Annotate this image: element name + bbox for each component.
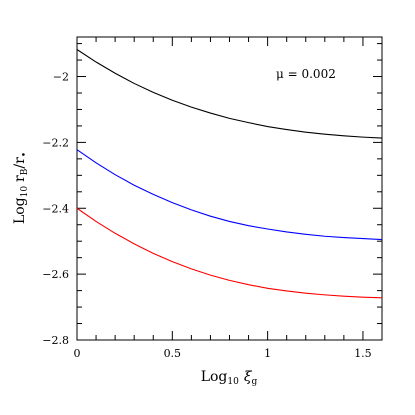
y-tick-label: −2 bbox=[53, 71, 69, 84]
x-tick-label: 1.5 bbox=[354, 347, 372, 360]
y-tick-label: −2.8 bbox=[42, 334, 69, 347]
y-tick-label: −2.4 bbox=[42, 202, 69, 215]
y-tick-label: −2.6 bbox=[42, 268, 69, 281]
series-line-3 bbox=[76, 207, 383, 299]
y-axis-label: Log10rB/r• bbox=[12, 152, 30, 224]
y-tick-label: −2.2 bbox=[42, 136, 69, 149]
series-line-2 bbox=[76, 149, 383, 241]
x-tick-label: 1 bbox=[264, 347, 271, 360]
x-tick-label: 0.5 bbox=[164, 347, 182, 360]
series-line-1 bbox=[76, 49, 383, 139]
parameter-annotation: μ = 0.002 bbox=[276, 67, 336, 81]
x-tick-label: 0 bbox=[74, 347, 81, 360]
series-lines bbox=[76, 49, 383, 299]
axis-ticks bbox=[76, 37, 383, 341]
axis-tick-labels: 0 0.5 1 1.5 −2 −2.2 −2.4 −2.6 −2.8 bbox=[42, 71, 371, 360]
plot-frame bbox=[76, 36, 383, 341]
x-axis-label: Log10 ξg bbox=[201, 369, 258, 387]
